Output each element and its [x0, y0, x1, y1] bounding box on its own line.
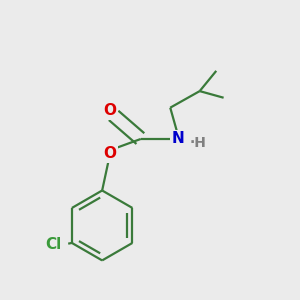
Text: O: O [103, 146, 116, 161]
Text: N: N [171, 131, 184, 146]
Text: O: O [103, 103, 116, 118]
Text: ·H: ·H [189, 136, 206, 150]
Text: Cl: Cl [45, 237, 62, 252]
